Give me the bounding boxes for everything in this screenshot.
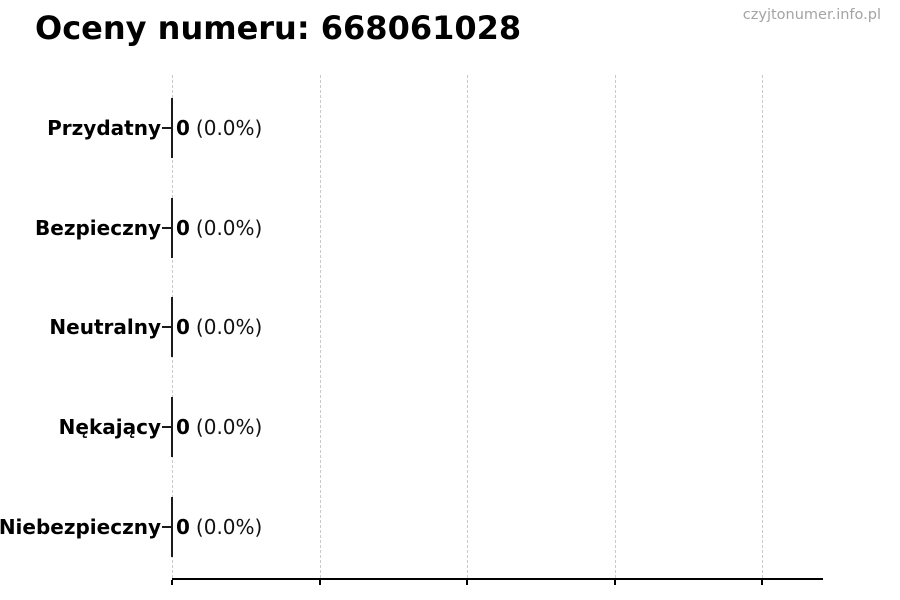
value-label: 0 [176, 116, 190, 140]
category-label: Niebezpieczny [0, 515, 161, 539]
watermark-text: czyjtonumer.info.pl [742, 7, 881, 23]
percent-label: (0.0%) [195, 216, 263, 240]
category-label: Przydatny [47, 116, 161, 140]
y-axis-tick [162, 326, 171, 328]
percent-label: (0.0%) [195, 515, 263, 539]
chart-title: Oceny numeru: 668061028 [35, 9, 522, 47]
category-label: Neutralny [49, 315, 161, 339]
gridline [467, 75, 468, 578]
bar-row: Bezpieczny 0 (0.0%) [0, 198, 900, 258]
x-axis-tick [171, 580, 173, 585]
value-annotation: 0 (0.0%) [176, 297, 262, 357]
x-axis-tick [318, 580, 321, 585]
x-axis-tick [761, 580, 763, 585]
category-label: Bezpieczny [35, 216, 161, 240]
gridline [319, 75, 321, 578]
x-axis-line [172, 578, 823, 580]
x-axis-tick [613, 580, 616, 585]
bar-row: Nękający 0 (0.0%) [0, 397, 900, 457]
zero-value-bar [171, 397, 173, 457]
zero-value-bar [171, 497, 173, 557]
zero-value-bar [171, 198, 173, 258]
percent-label: (0.0%) [195, 116, 263, 140]
y-axis-tick [162, 426, 171, 428]
value-label: 0 [176, 515, 190, 539]
zero-value-bar [171, 297, 173, 357]
bar-row: Przydatny 0 (0.0%) [0, 98, 900, 158]
bar-row: Niebezpieczny 0 (0.0%) [0, 497, 900, 557]
x-axis-tick [466, 580, 468, 585]
value-annotation: 0 (0.0%) [176, 98, 262, 158]
y-axis-tick [162, 526, 171, 528]
value-label: 0 [176, 415, 190, 439]
category-label: Nękający [58, 415, 161, 439]
value-label: 0 [176, 216, 190, 240]
gridline [614, 75, 616, 578]
value-annotation: 0 (0.0%) [176, 198, 262, 258]
gridline [762, 75, 763, 578]
bar-row: Neutralny 0 (0.0%) [0, 297, 900, 357]
value-annotation: 0 (0.0%) [176, 497, 262, 557]
y-axis-tick [162, 227, 171, 229]
value-label: 0 [176, 315, 190, 339]
zero-value-bar [171, 98, 173, 158]
y-axis-tick [162, 127, 171, 129]
percent-label: (0.0%) [195, 315, 263, 339]
percent-label: (0.0%) [195, 415, 263, 439]
value-annotation: 0 (0.0%) [176, 397, 262, 457]
